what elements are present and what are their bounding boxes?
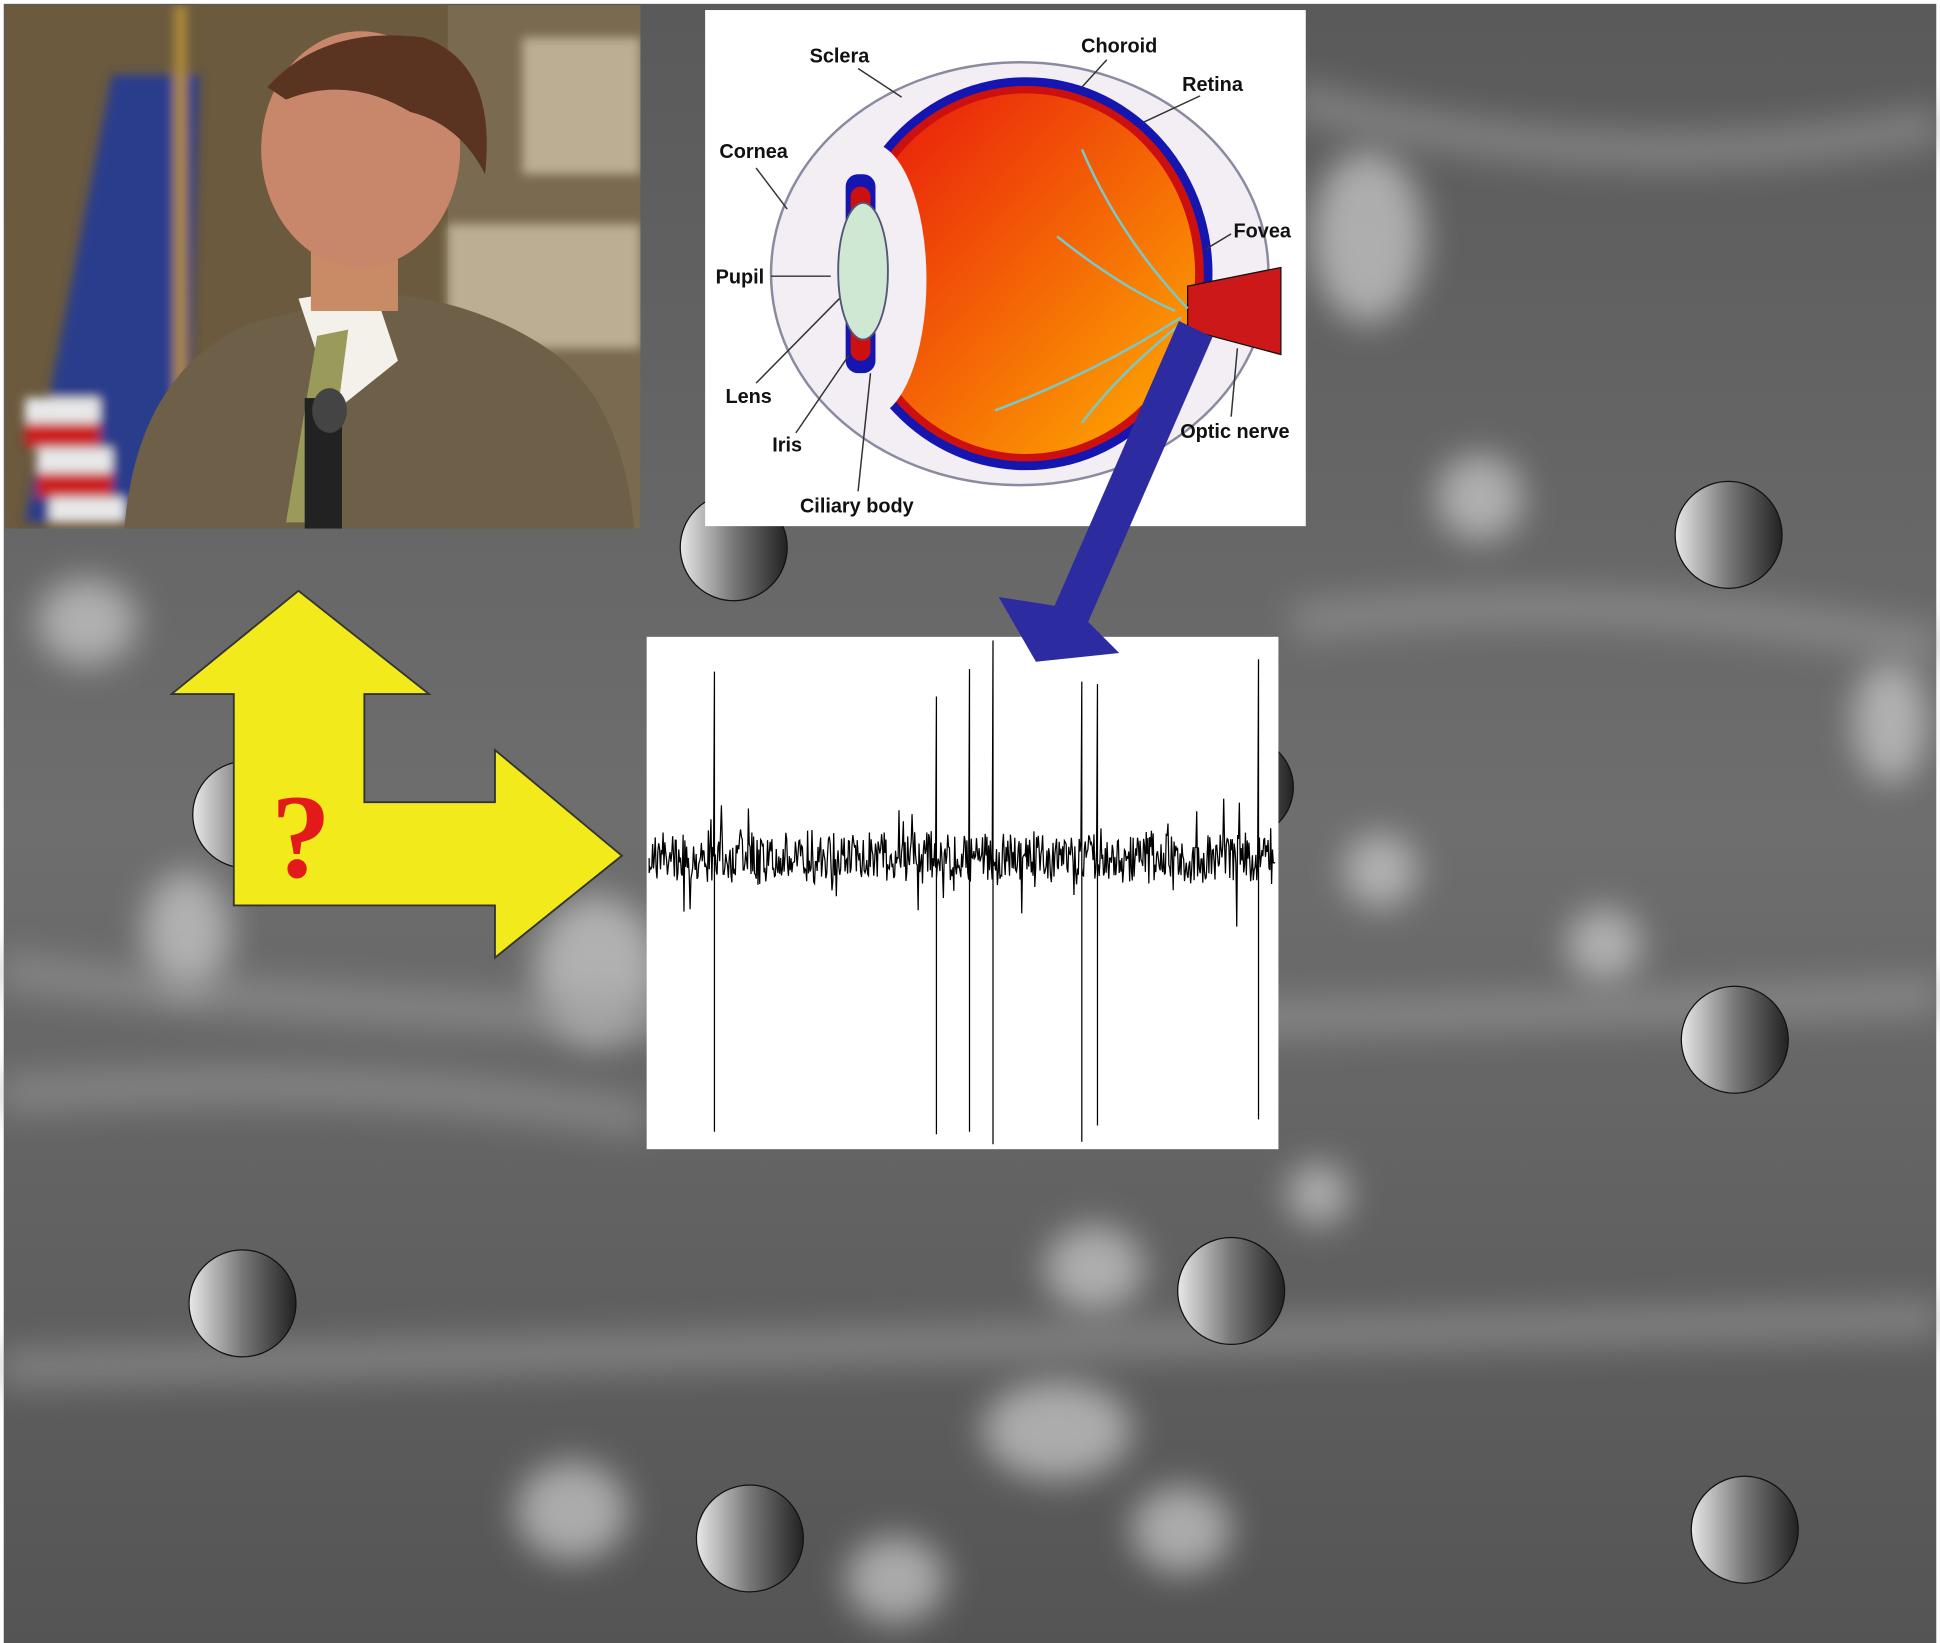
eye-label: Pupil: [716, 267, 765, 289]
speaker-photo: [4, 5, 641, 529]
eye-label: Retina: [1182, 74, 1244, 96]
question-mark: ?: [271, 771, 331, 903]
eye-label: Ciliary body: [800, 495, 914, 517]
blue-arrow: [998, 320, 1213, 662]
eye-label: Fovea: [1234, 221, 1292, 243]
eye-diagram: Sclera Choroid Retina Cornea Fovea Pupil…: [705, 10, 1306, 527]
eye-label: Iris: [772, 435, 802, 457]
eye-label: Cornea: [719, 141, 788, 163]
eye-label: Sclera: [810, 45, 871, 67]
eye-label: Lens: [725, 386, 771, 408]
eye-label: Choroid: [1081, 35, 1157, 57]
spike-trace: [648, 640, 1276, 1145]
yellow-arrow: ?: [168, 589, 624, 960]
eye-label: Optic nerve: [1180, 421, 1289, 443]
spike-panel: [646, 636, 1279, 1150]
